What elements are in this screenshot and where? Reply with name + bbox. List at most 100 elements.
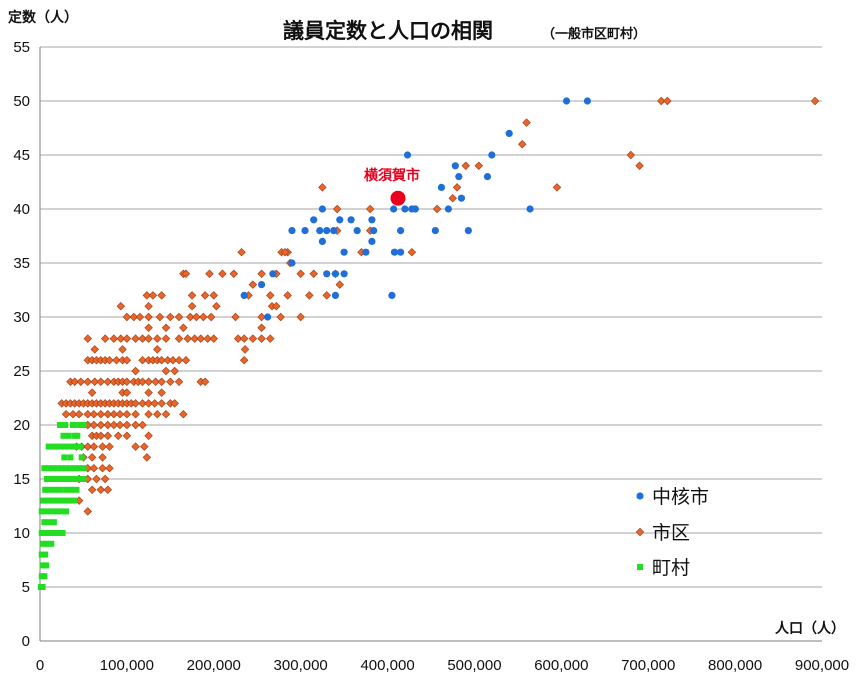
data-point: [76, 422, 83, 428]
data-point: [78, 454, 85, 461]
y-tick-labels: 0 5 10 15 20 25 30 35 40 45 50 55: [13, 39, 30, 650]
data-point: [161, 334, 171, 343]
data-point: [170, 399, 179, 408]
data-point: [61, 443, 68, 450]
data-point: [67, 454, 74, 461]
data-point: [335, 280, 344, 289]
data-point: [323, 270, 331, 278]
data-point: [45, 465, 52, 472]
data-point: [296, 269, 305, 279]
data-points: [37, 96, 820, 590]
data-point: [301, 227, 309, 235]
chart-subtitle: （一般市区町村）: [542, 26, 646, 42]
data-point: [212, 301, 221, 311]
data-point: [257, 312, 266, 322]
data-point: [96, 377, 106, 387]
data-point: [455, 173, 463, 181]
data-point: [280, 247, 290, 257]
legend-marker: [637, 564, 643, 570]
data-point: [552, 183, 562, 192]
data-point: [96, 409, 106, 419]
annotation-label: 横須賀市: [364, 167, 420, 184]
data-point: [183, 334, 192, 343]
data-point: [39, 562, 46, 569]
data-point: [483, 173, 492, 181]
legend-item: 市区: [635, 522, 690, 544]
data-point: [83, 442, 93, 451]
data-point: [43, 562, 50, 569]
data-point: [390, 248, 399, 256]
data-point: [103, 485, 112, 495]
data-point: [55, 530, 62, 536]
data-point: [179, 409, 188, 419]
data-point: [209, 291, 219, 300]
data-point: [451, 162, 459, 170]
legend-marker: [636, 492, 644, 500]
data-point: [98, 442, 107, 451]
data-point: [144, 312, 153, 322]
data-point: [318, 183, 327, 192]
data-point: [109, 409, 119, 419]
data-point: [205, 269, 214, 279]
y-tick-label: 55: [13, 39, 30, 56]
data-point: [105, 355, 114, 365]
data-point: [59, 530, 66, 536]
y-tick-label: 35: [13, 255, 30, 272]
data-point: [626, 150, 636, 160]
data-point: [70, 497, 77, 504]
data-point: [42, 551, 49, 558]
y-tick-label: 30: [13, 309, 30, 326]
data-point: [305, 291, 314, 300]
data-point: [83, 409, 93, 419]
data-point: [92, 474, 101, 484]
legend-label: 町村: [652, 557, 690, 579]
data-point: [87, 485, 97, 495]
x-tick-label: 500,000: [447, 657, 501, 674]
data-point: [44, 497, 51, 504]
data-point: [71, 465, 78, 472]
data-point: [161, 323, 171, 333]
data-point: [187, 301, 197, 311]
data-point: [231, 312, 240, 322]
y-tick-label: 15: [13, 471, 30, 488]
x-tick-label: 900,000: [795, 657, 849, 674]
data-point: [248, 280, 258, 289]
data-point: [96, 420, 106, 430]
data-point: [444, 205, 452, 213]
data-point: [87, 453, 97, 462]
data-point: [370, 227, 378, 235]
data-point: [257, 323, 266, 333]
data-point: [48, 540, 55, 547]
data-point: [63, 508, 70, 515]
data-point: [144, 388, 153, 397]
data-point: [39, 540, 46, 547]
data-point: [190, 334, 199, 343]
data-point: [63, 486, 70, 493]
data-point: [157, 377, 166, 387]
data-point: [276, 312, 285, 322]
data-point: [71, 443, 78, 450]
data-point: [45, 443, 52, 450]
data-point: [74, 409, 84, 419]
data-point: [50, 443, 57, 450]
data-point: [38, 530, 45, 536]
data-point: [203, 334, 212, 343]
series-0: [240, 97, 592, 321]
data-point: [70, 422, 77, 428]
data-point: [41, 465, 48, 472]
data-point: [100, 334, 110, 343]
legend-label: 市区: [652, 522, 690, 544]
data-point: [464, 227, 472, 235]
data-point: [296, 312, 305, 322]
data-point: [526, 205, 534, 213]
data-point: [115, 420, 125, 430]
data-point: [161, 409, 171, 419]
data-point: [199, 312, 208, 322]
data-point: [38, 508, 45, 515]
data-point: [155, 312, 165, 322]
data-point: [65, 432, 72, 439]
data-point: [272, 301, 281, 311]
data-point: [266, 291, 275, 300]
data-point: [138, 355, 147, 365]
data-point: [174, 312, 184, 322]
